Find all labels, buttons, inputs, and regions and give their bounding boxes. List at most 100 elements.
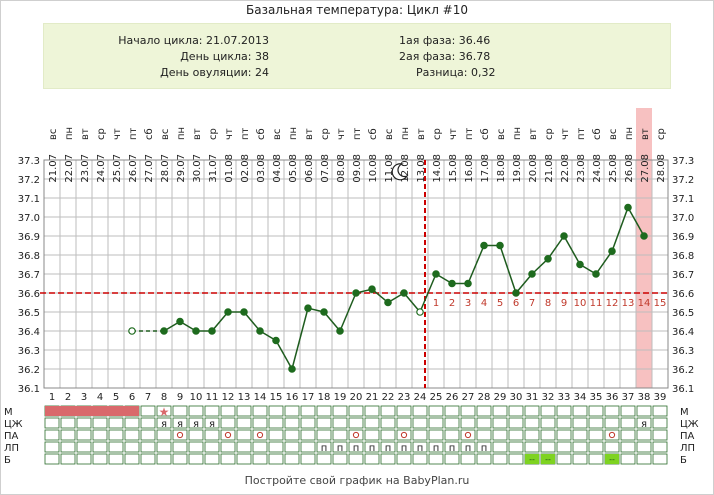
footer-link[interactable]: Постройте свой график на BabyPlan.ru <box>244 474 470 487</box>
temperature-segment <box>515 273 533 294</box>
table-cell <box>172 453 188 465</box>
table-cell <box>220 441 236 453</box>
day-number-label: 14 <box>254 392 267 403</box>
table-cell <box>236 405 252 417</box>
day-number-label: 2 <box>65 392 71 403</box>
day-number-label: 10 <box>190 392 203 403</box>
row-label-right: М <box>680 407 689 418</box>
table-cell <box>572 417 588 429</box>
date-label: 17.08 <box>480 154 491 183</box>
y-tick-label-right: 37.1 <box>672 194 694 205</box>
table-cell <box>572 405 588 417</box>
table-cell <box>540 441 556 453</box>
lp-mark: п <box>369 443 376 454</box>
table-cell <box>380 441 396 453</box>
date-label: 29.07 <box>176 154 187 183</box>
table-cell <box>620 429 636 441</box>
temperature-segment <box>419 273 437 313</box>
temperature-point <box>512 289 520 297</box>
table-cell <box>508 441 524 453</box>
day-number-label: 24 <box>414 392 427 403</box>
table-cell <box>92 453 108 465</box>
table-cell <box>572 441 588 453</box>
table-cell <box>540 417 556 429</box>
day-number-label: 7 <box>145 392 151 403</box>
temperature-point <box>432 270 440 278</box>
table-cell <box>236 453 252 465</box>
table-cell <box>140 405 156 417</box>
table-cell <box>140 417 156 429</box>
table-cell <box>204 417 220 429</box>
date-label: 28.08 <box>656 154 667 183</box>
row-label-right: ЛП <box>680 443 695 454</box>
temperature-point <box>208 327 216 335</box>
table-cell <box>348 429 364 441</box>
table-cell <box>476 453 492 465</box>
table-cell <box>124 417 140 429</box>
date-label: 07.08 <box>320 154 331 183</box>
temperature-point <box>368 285 376 294</box>
table-cell <box>316 405 332 417</box>
b-marker <box>525 454 539 464</box>
table-cell <box>460 441 476 453</box>
intercourse-mark <box>608 431 616 439</box>
day-number-label: 29 <box>494 392 507 403</box>
day-number-label: 9 <box>177 392 183 403</box>
cervical-mucus-mark: я <box>209 419 215 430</box>
day-number-label: 26 <box>446 392 459 403</box>
table-cell <box>188 417 204 429</box>
lp-mark: п <box>449 443 456 454</box>
weekday-label: вс <box>384 129 395 140</box>
chart-title: Базальная температура: Цикл #10 <box>245 3 468 17</box>
table-cell <box>236 429 252 441</box>
table-cell <box>396 417 412 429</box>
table-cell <box>412 441 428 453</box>
day-number-label: 20 <box>350 392 363 403</box>
temperature-point <box>192 327 200 335</box>
table-cell <box>364 441 380 453</box>
table-cell <box>396 453 412 465</box>
table-cell <box>172 441 188 453</box>
luteal-day-number: 7 <box>529 298 535 309</box>
table-cell <box>268 441 284 453</box>
cervical-mucus-mark: я <box>641 419 647 430</box>
weekday-label: вс <box>160 129 171 140</box>
date-label: 25.07 <box>112 154 123 183</box>
table-cell <box>60 417 76 429</box>
y-tick-label-left: 37.1 <box>18 194 40 205</box>
table-cell <box>76 429 92 441</box>
luteal-day-number: 11 <box>590 298 603 309</box>
day-number-label: 30 <box>510 392 523 403</box>
temperature-point-open <box>416 308 424 316</box>
date-label: 06.08 <box>304 154 315 183</box>
date-label: 23.07 <box>80 154 91 183</box>
day-number-label: 5 <box>113 392 119 403</box>
table-cell <box>556 441 572 453</box>
lp-mark: п <box>353 443 360 454</box>
cervical-mucus-mark: я <box>193 419 199 430</box>
weekday-label: чт <box>112 128 123 140</box>
table-cell <box>412 417 428 429</box>
table-cell <box>380 405 396 417</box>
temperature-segment <box>627 207 645 237</box>
day-number-label: 19 <box>334 392 347 403</box>
table-cell <box>108 441 124 453</box>
table-cell <box>476 441 492 453</box>
table-cell <box>428 405 444 417</box>
table-cell <box>492 417 508 429</box>
temperature-segment <box>547 235 565 260</box>
table-cell <box>524 441 540 453</box>
date-label: 15.08 <box>448 154 459 183</box>
weekday-label: ср <box>432 128 443 140</box>
table-cell <box>300 453 316 465</box>
table-cell <box>556 417 572 429</box>
table-cell <box>380 453 396 465</box>
weekday-label: сб <box>256 128 267 140</box>
table-cell <box>636 453 652 465</box>
table-cell <box>268 417 284 429</box>
y-tick-label-left: 36.6 <box>18 289 40 300</box>
table-cell <box>332 453 348 465</box>
temperature-point <box>560 232 568 240</box>
lp-mark: п <box>465 443 472 454</box>
table-cell <box>92 441 108 453</box>
